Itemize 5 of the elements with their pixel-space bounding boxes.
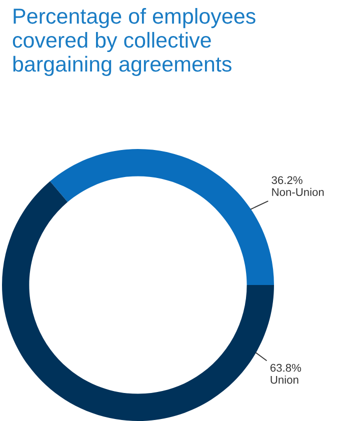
data-label: 36.2% [272,176,302,184]
slice-label: Non-Union [272,188,324,196]
data-label: 63.8% [270,364,302,372]
chart-title: Percentage of employees covered by collective bargaining agreements [12,8,256,76]
slice-label: Union [270,376,298,384]
